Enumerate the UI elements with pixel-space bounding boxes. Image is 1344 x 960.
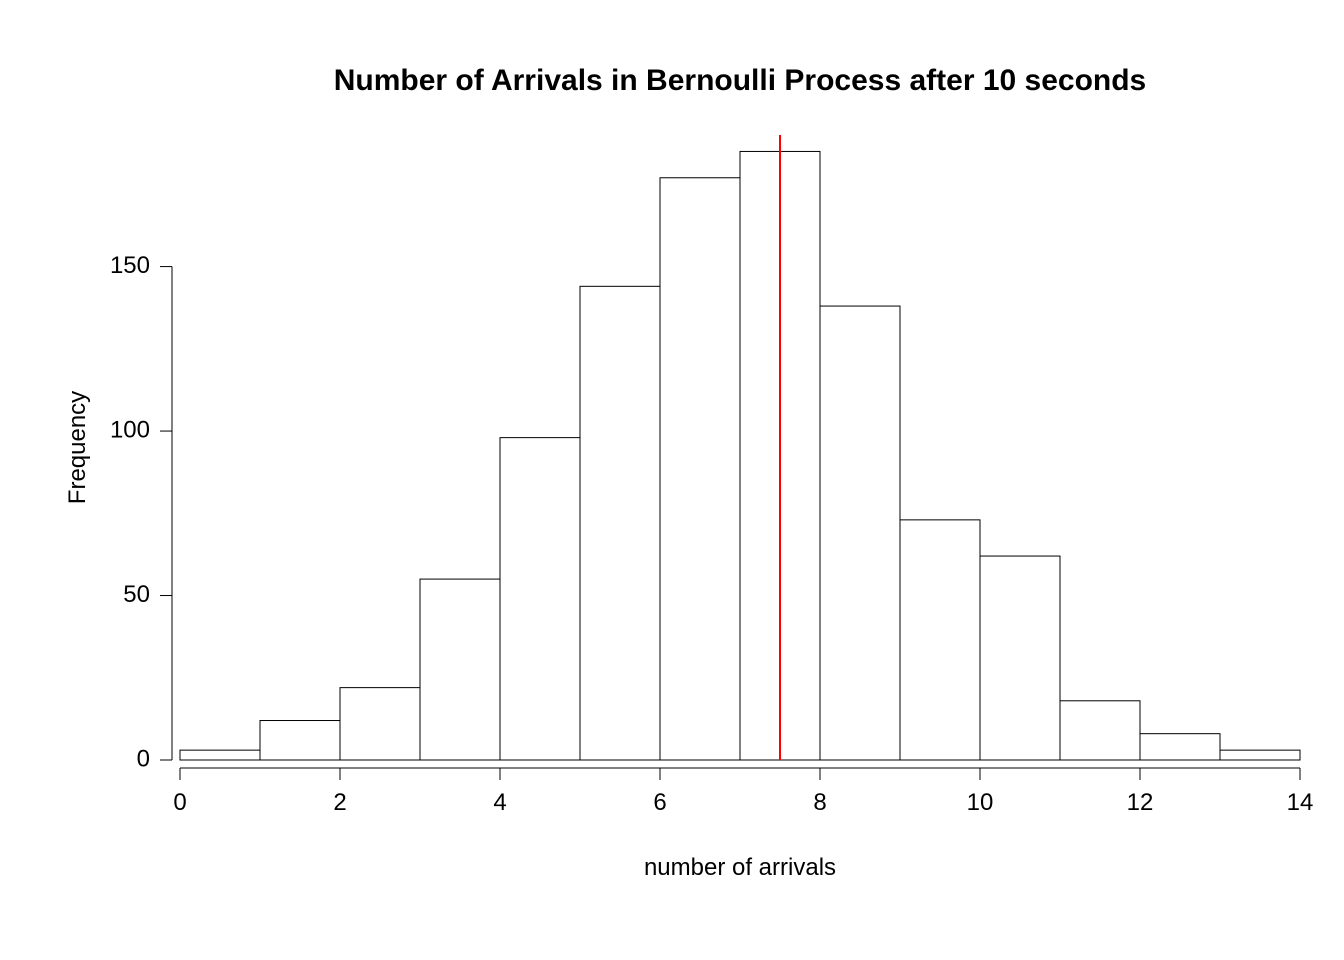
histogram-bar: [420, 579, 500, 760]
histogram-bar: [660, 178, 740, 760]
histogram-bar: [1060, 701, 1140, 760]
histogram-bar: [980, 556, 1060, 760]
x-tick-label: 14: [1287, 789, 1314, 816]
histogram-bar: [1220, 750, 1300, 760]
histogram-bar: [180, 750, 260, 760]
x-tick-label: 2: [333, 789, 346, 816]
y-tick-label: 0: [137, 745, 150, 772]
chart-svg: Number of Arrivals in Bernoulli Process …: [0, 0, 1344, 960]
histogram-bar: [340, 688, 420, 760]
y-tick-label: 150: [110, 252, 150, 279]
histogram-bar: [900, 520, 980, 760]
histogram-bar: [580, 286, 660, 760]
x-tick-label: 12: [1127, 789, 1154, 816]
x-tick-label: 6: [653, 789, 666, 816]
histogram-bar: [820, 306, 900, 760]
x-tick-label: 0: [173, 789, 186, 816]
x-tick-label: 10: [967, 789, 994, 816]
histogram-chart: Number of Arrivals in Bernoulli Process …: [0, 0, 1344, 960]
histogram-bar: [260, 721, 340, 760]
x-tick-label: 4: [493, 789, 506, 816]
histogram-bar: [1140, 734, 1220, 760]
x-tick-label: 8: [813, 789, 826, 816]
histogram-bar: [500, 438, 580, 760]
y-tick-label: 50: [123, 581, 150, 608]
y-tick-label: 100: [110, 416, 150, 443]
chart-title: Number of Arrivals in Bernoulli Process …: [334, 64, 1147, 97]
x-axis-label: number of arrivals: [644, 854, 836, 881]
y-axis-label: Frequency: [64, 391, 91, 504]
